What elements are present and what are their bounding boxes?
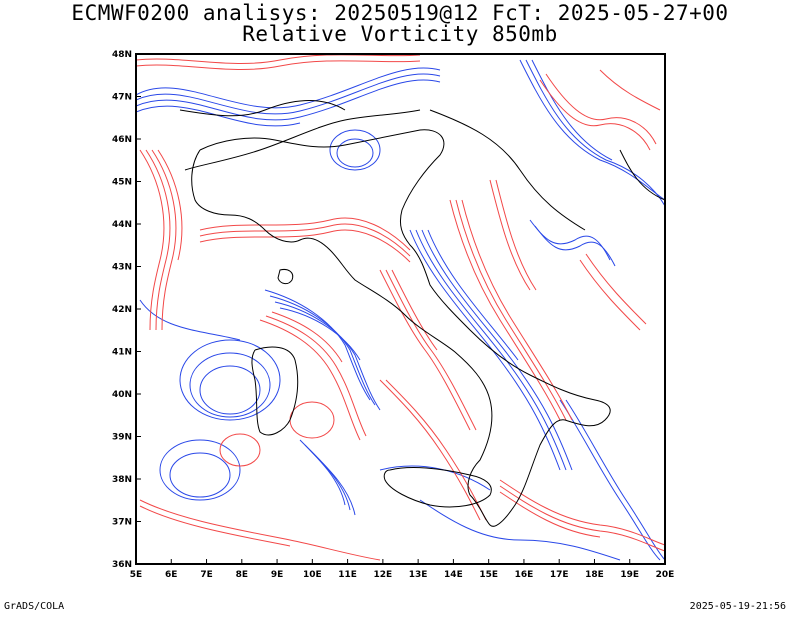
longitude-axis: 5E 6E 7E 8E 9E 10E 11E 12E 13E 14E 15E 16E 17E 18E 19E… (130, 570, 675, 580)
lat-label: 48N (112, 50, 132, 60)
lon-label: 15E (479, 570, 498, 580)
chart-subtitle: Relative Vorticity 850mb (242, 22, 558, 46)
lon-label: 9E (271, 570, 283, 580)
lon-label: 17E (550, 570, 569, 580)
lat-label: 42N (112, 305, 132, 315)
lat-label: 36N (112, 560, 132, 570)
chart-title: ECMWF0200 analisys: 20250519@12 FcT: 202… (71, 1, 729, 25)
lat-label: 43N (112, 263, 132, 273)
lon-label: 20E (656, 570, 675, 580)
lat-label: 37N (112, 518, 132, 528)
lat-label: 39N (112, 433, 132, 443)
lon-label: 6E (165, 570, 177, 580)
latitude-axis: 36N 37N 38N 39N 40N 41N 42N 43N 44N 45N 46N 47N 48N (112, 50, 132, 570)
lat-label: 44N (112, 220, 132, 230)
lon-label: 5E (130, 570, 142, 580)
lat-label: 40N (112, 390, 132, 400)
lon-label: 7E (200, 570, 212, 580)
lat-label: 38N (112, 475, 132, 485)
lon-label: 12E (374, 570, 393, 580)
footer-left-credit: GrADS/COLA (4, 601, 65, 612)
lon-label: 13E (409, 570, 428, 580)
lon-label: 10E (303, 570, 322, 580)
lon-label: 11E (338, 570, 357, 580)
contour-field (136, 54, 665, 561)
lat-label: 45N (112, 178, 132, 188)
lon-label: 14E (444, 570, 463, 580)
footer-timestamp: 2025-05-19-21:56 (689, 601, 786, 612)
axis-ticks (135, 53, 666, 565)
lon-label: 18E (585, 570, 604, 580)
lon-label: 8E (236, 570, 248, 580)
lat-label: 47N (112, 93, 132, 103)
positive-vorticity-contours (136, 54, 665, 561)
lat-label: 41N (112, 348, 132, 358)
lon-label: 16E (515, 570, 534, 580)
coastline (179, 100, 665, 527)
lon-label: 19E (620, 570, 639, 580)
lat-label: 46N (112, 135, 132, 145)
